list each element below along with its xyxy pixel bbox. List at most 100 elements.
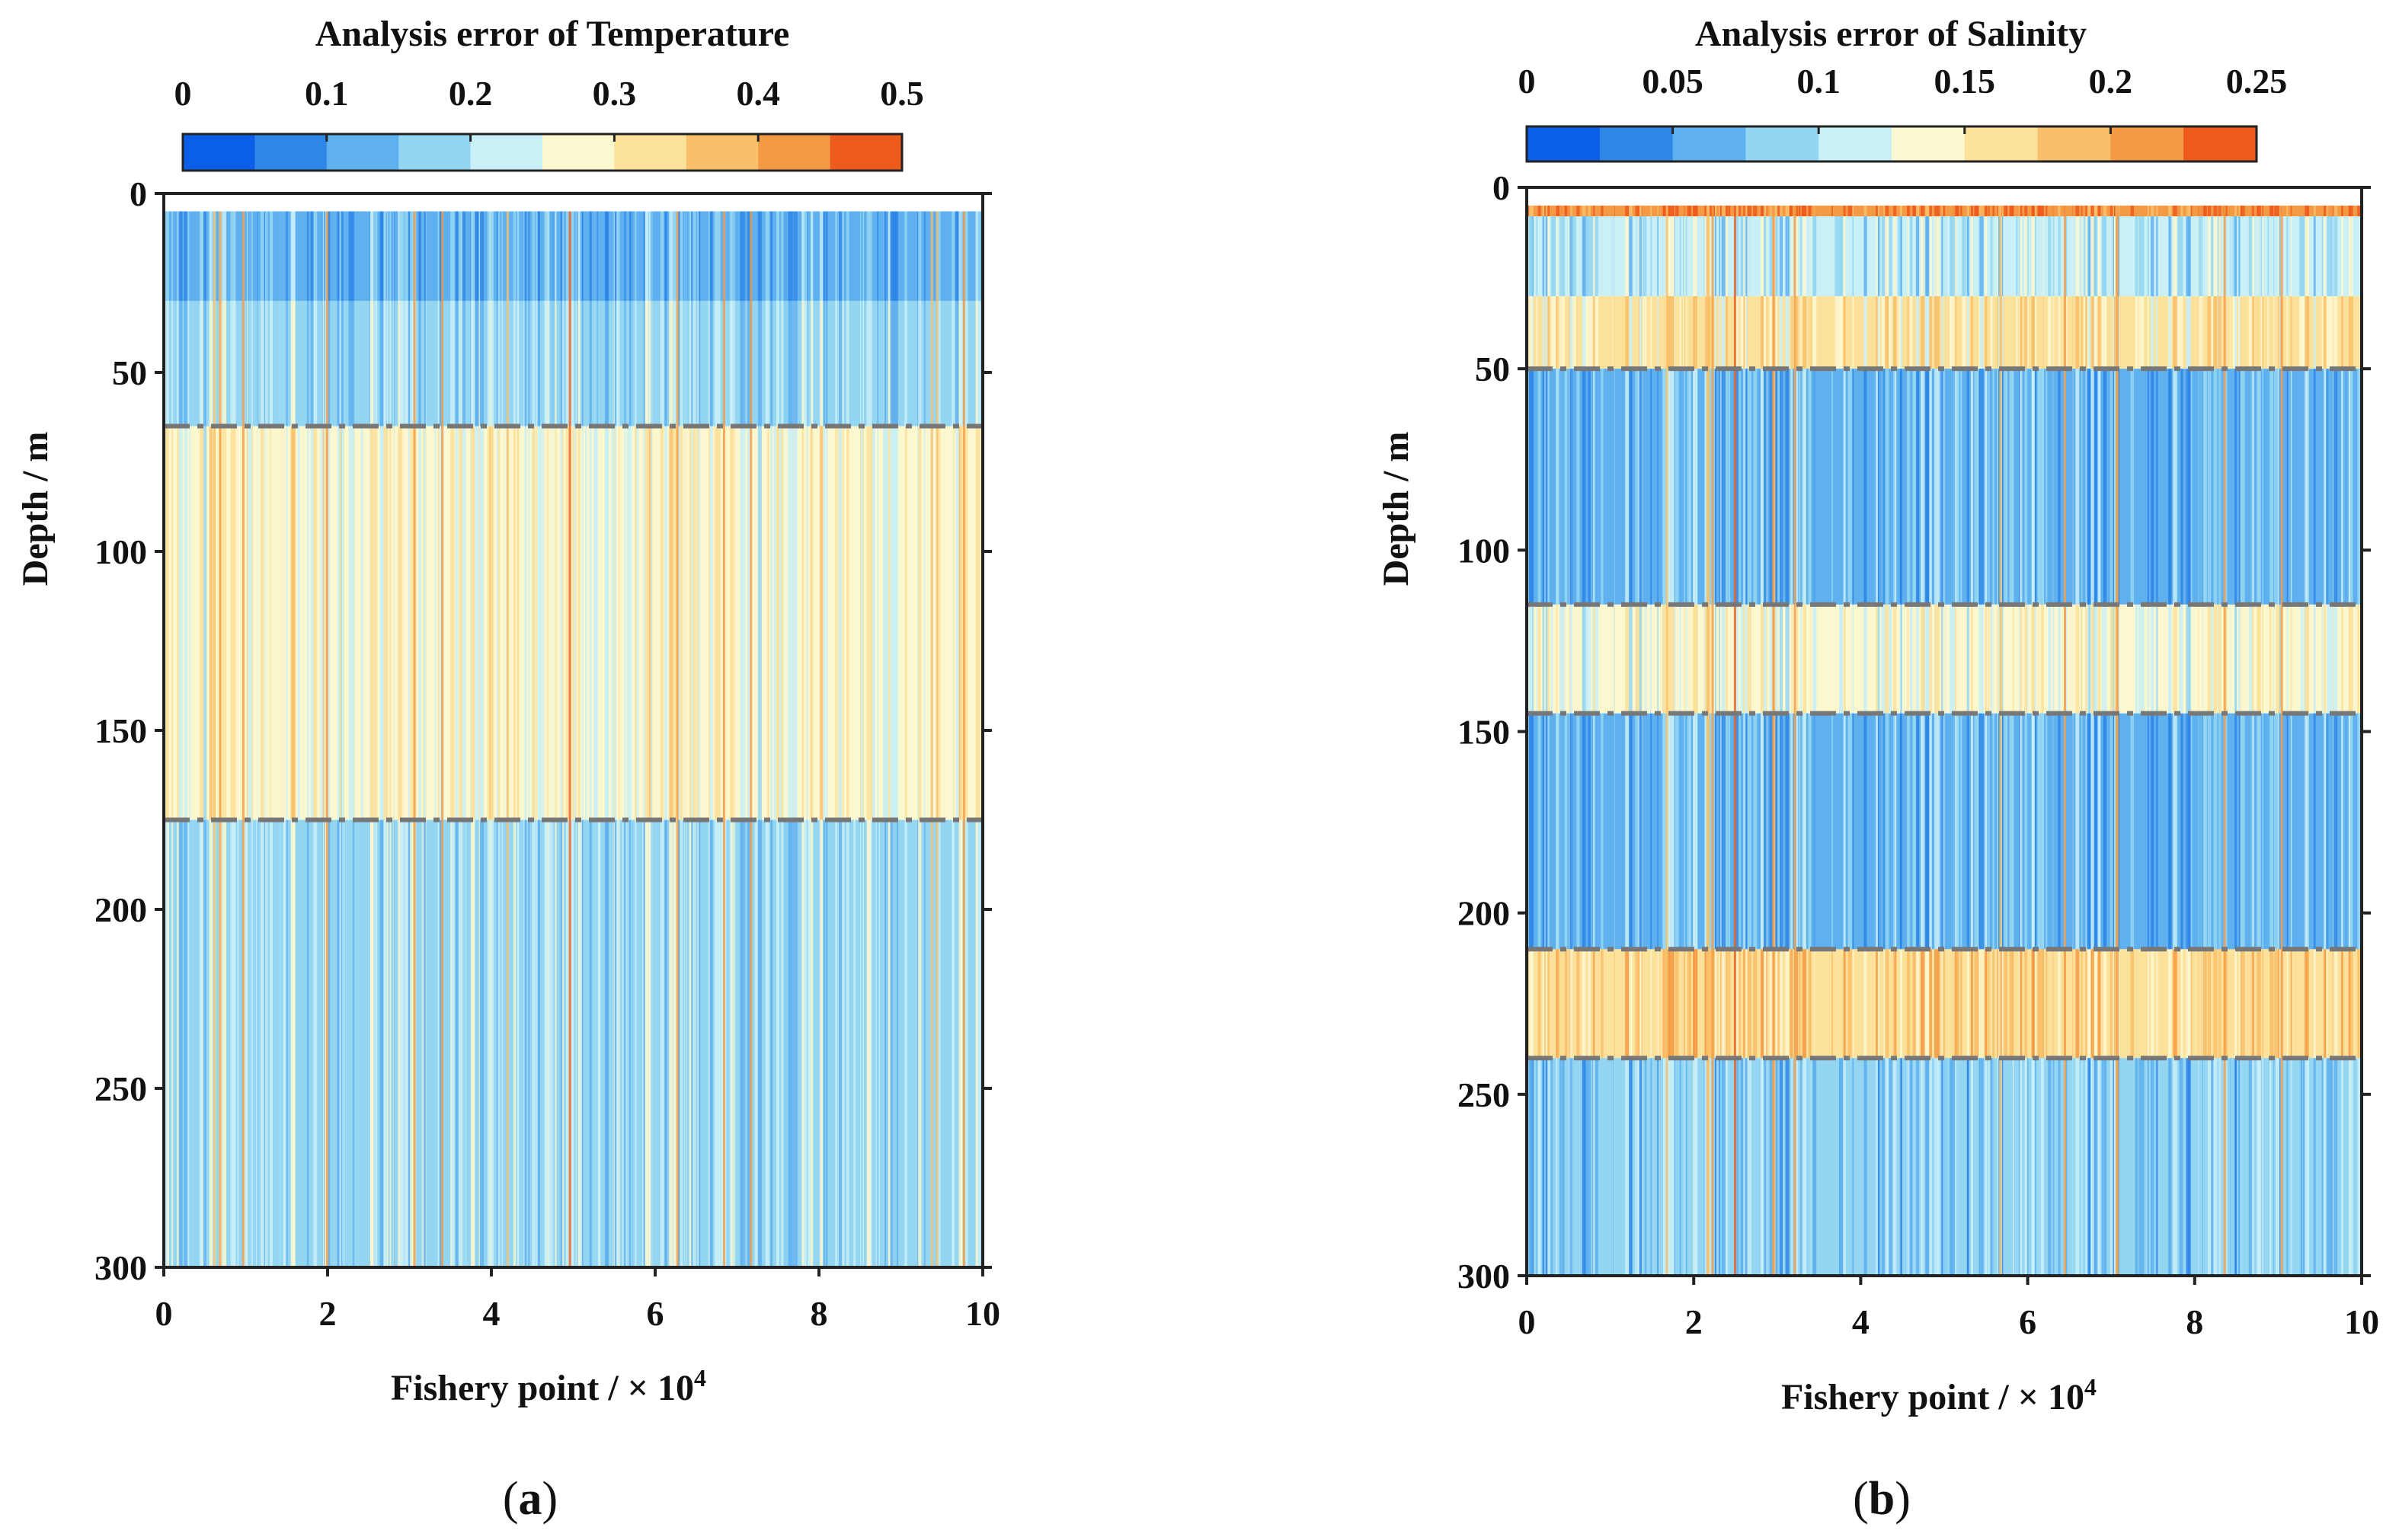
heatmap-streak [1925, 369, 1929, 605]
heatmap-streak [904, 426, 907, 820]
heatmap-streak [565, 211, 570, 301]
heatmap-streak [208, 426, 213, 820]
heatmap-streak [1536, 713, 1538, 950]
heatmap-streak [622, 301, 624, 427]
heatmap-streak [2357, 205, 2360, 217]
heatmap-streak [2341, 205, 2343, 217]
heatmap-streak [660, 820, 664, 1267]
heatmap-streak [190, 211, 194, 301]
heatmap-streak [2110, 205, 2113, 217]
heatmap-streak [2158, 216, 2160, 296]
heatmap-streak [1610, 296, 1614, 369]
heatmap-streak [892, 301, 897, 427]
heatmap-streak [546, 426, 550, 820]
heatmap-streak [1777, 604, 1780, 714]
heatmap-streak [619, 301, 622, 427]
heatmap-streak [2180, 216, 2183, 296]
heatmap-streak [2305, 216, 2309, 296]
heatmap-streak [1946, 713, 1948, 950]
heatmap-streak [754, 426, 758, 820]
heatmap-streak [1528, 713, 1533, 950]
heatmap-streak [2313, 949, 2316, 1059]
heatmap-streak [2238, 216, 2241, 296]
heatmap-streak [1650, 1058, 1652, 1276]
heatmap-streak [846, 301, 849, 427]
heatmap-streak [1687, 604, 1692, 714]
heatmap-streak [1692, 1058, 1695, 1276]
heatmap-streak [1569, 296, 1574, 369]
heatmap-streak [1683, 1058, 1684, 1276]
heatmap-streak [2040, 1058, 2044, 1276]
heatmap-streak [741, 301, 746, 427]
x-tick-label: 4 [483, 1294, 501, 1333]
heatmap-streak [2158, 369, 2160, 605]
heatmap-streak [1657, 205, 1659, 217]
heatmap-streak [1718, 713, 1721, 950]
heatmap-blank-top [164, 193, 983, 212]
heatmap-streak [2052, 369, 2055, 605]
heatmap-streak [1726, 713, 1729, 950]
heatmap-streak [1664, 216, 1667, 296]
heatmap-streak [1929, 369, 1932, 605]
heatmap-streak [977, 426, 980, 820]
heatmap-streak [952, 426, 955, 820]
heatmap-streak [2273, 296, 2276, 369]
heatmap-streak [2151, 216, 2154, 296]
heatmap-streak [1745, 296, 1748, 369]
heatmap-streak [685, 426, 687, 820]
heatmap-streak [1675, 1058, 1679, 1276]
heatmap-streak [2156, 1058, 2158, 1276]
heatmap-streak [2048, 713, 2052, 950]
heatmap-streak [2164, 216, 2168, 296]
heatmap-streak [1642, 949, 1645, 1059]
heatmap-streak [1536, 205, 1538, 217]
heatmap-streak [423, 426, 426, 820]
heatmap-streak [871, 301, 873, 427]
heatmap-streak [481, 211, 485, 301]
heatmap-streak [924, 820, 926, 1267]
heatmap-streak [1900, 713, 1902, 950]
heatmap-streak [2248, 216, 2253, 296]
heatmap-streak [1683, 205, 1684, 217]
heatmap-streak [2156, 713, 2158, 950]
heatmap-streak [1563, 949, 1565, 1059]
heatmap-streak [1576, 949, 1580, 1059]
heatmap-streak [2005, 296, 2007, 369]
heatmap-streak [1785, 949, 1790, 1059]
heatmap-streak [960, 426, 963, 820]
heatmap-streak [2230, 713, 2234, 950]
heatmap-streak [1747, 604, 1751, 714]
heatmap-streak [2075, 949, 2080, 1059]
heatmap-streak [1962, 369, 1965, 605]
heatmap-streak [2020, 205, 2023, 217]
heatmap-streak [1559, 604, 1562, 714]
heatmap-streak [1681, 949, 1685, 1059]
heatmap-streak [549, 301, 553, 427]
heatmap-streak [1692, 949, 1695, 1059]
heatmap-streak [2112, 296, 2114, 369]
heatmap-streak [1721, 713, 1726, 950]
heatmap-streak [815, 211, 820, 301]
heatmap-streak [785, 820, 788, 1267]
heatmap-streak [1670, 216, 1674, 296]
heatmap-streak [1856, 1058, 1858, 1276]
heatmap-streak [1569, 216, 1574, 296]
heatmap-streak [1878, 604, 1879, 714]
heatmap-streak [455, 820, 459, 1267]
heatmap-streak [1885, 216, 1889, 296]
heatmap-streak [1657, 296, 1659, 369]
heatmap-streak [1744, 713, 1748, 950]
heatmap-streak [1644, 205, 1647, 217]
heatmap-streak [2213, 604, 2218, 714]
heatmap-streak [2090, 205, 2094, 217]
heatmap-streak [1777, 713, 1780, 950]
y-tick-label: 250 [94, 1069, 147, 1108]
heatmap-streak [823, 426, 826, 820]
heatmap-streak [1672, 949, 1676, 1059]
heatmap-streak [1812, 296, 1816, 369]
heatmap-streak [388, 426, 390, 820]
heatmap-streak [270, 820, 273, 1267]
heatmap-streak [2230, 216, 2234, 296]
heatmap-streak [1744, 216, 1748, 296]
heatmap-streak [244, 211, 248, 301]
